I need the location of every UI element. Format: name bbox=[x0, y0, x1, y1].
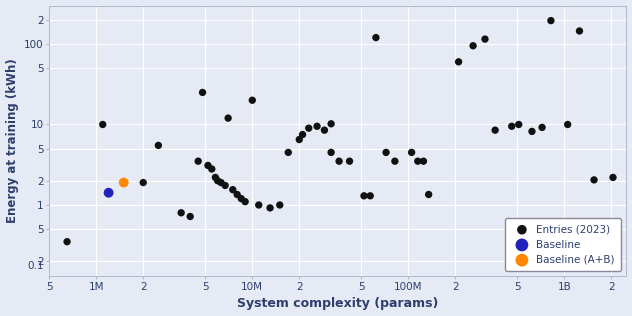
Entries (2023) bbox=[344, 159, 355, 164]
Entries (2023) bbox=[537, 125, 547, 130]
Entries (2023) bbox=[304, 126, 314, 131]
Entries (2023) bbox=[480, 37, 490, 42]
Entries (2023) bbox=[381, 150, 391, 155]
Entries (2023) bbox=[406, 150, 416, 155]
Y-axis label: Energy at training (kWh): Energy at training (kWh) bbox=[6, 58, 18, 223]
Legend: Entries (2023), Baseline, Baseline (A+B): Entries (2023), Baseline, Baseline (A+B) bbox=[505, 218, 621, 271]
Entries (2023) bbox=[574, 28, 585, 33]
Entries (2023) bbox=[527, 129, 537, 134]
Entries (2023) bbox=[334, 159, 344, 164]
Entries (2023) bbox=[454, 59, 464, 64]
Entries (2023) bbox=[365, 193, 375, 198]
Entries (2023) bbox=[138, 180, 149, 185]
Entries (2023) bbox=[198, 90, 208, 95]
Entries (2023) bbox=[193, 159, 204, 164]
Entries (2023) bbox=[359, 193, 369, 198]
Entries (2023) bbox=[468, 43, 478, 48]
Entries (2023) bbox=[589, 177, 599, 182]
Entries (2023) bbox=[312, 124, 322, 129]
Entries (2023) bbox=[371, 35, 381, 40]
Entries (2023) bbox=[236, 196, 246, 201]
Entries (2023) bbox=[546, 18, 556, 23]
Entries (2023) bbox=[176, 210, 186, 215]
Entries (2023) bbox=[240, 199, 250, 204]
Entries (2023) bbox=[98, 122, 108, 127]
Entries (2023) bbox=[514, 122, 524, 127]
Entries (2023) bbox=[418, 159, 428, 164]
Entries (2023) bbox=[562, 122, 573, 127]
X-axis label: System complexity (params): System complexity (params) bbox=[237, 297, 439, 310]
Entries (2023) bbox=[212, 178, 222, 183]
Entries (2023) bbox=[295, 137, 305, 142]
Entries (2023) bbox=[228, 187, 238, 192]
Entries (2023) bbox=[298, 132, 308, 137]
Entries (2023) bbox=[275, 203, 285, 208]
Entries (2023) bbox=[390, 159, 400, 164]
Entries (2023) bbox=[216, 180, 226, 185]
Entries (2023) bbox=[265, 205, 275, 210]
Entries (2023) bbox=[203, 163, 213, 168]
Entries (2023) bbox=[185, 214, 195, 219]
Entries (2023) bbox=[223, 116, 233, 121]
Entries (2023) bbox=[608, 175, 618, 180]
Entries (2023) bbox=[253, 203, 264, 208]
Entries (2023) bbox=[154, 143, 164, 148]
Entries (2023) bbox=[210, 175, 221, 180]
Entries (2023) bbox=[326, 150, 336, 155]
Entries (2023) bbox=[507, 124, 517, 129]
Entries (2023) bbox=[319, 128, 329, 133]
Baseline (A+B) bbox=[119, 180, 129, 185]
Entries (2023) bbox=[62, 239, 72, 244]
Entries (2023) bbox=[326, 121, 336, 126]
Entries (2023) bbox=[232, 192, 242, 197]
Entries (2023) bbox=[207, 167, 217, 172]
Text: 0.1: 0.1 bbox=[27, 261, 44, 271]
Entries (2023) bbox=[490, 128, 500, 133]
Baseline bbox=[104, 190, 114, 195]
Entries (2023) bbox=[423, 192, 434, 197]
Entries (2023) bbox=[247, 98, 257, 103]
Entries (2023) bbox=[283, 150, 293, 155]
Entries (2023) bbox=[220, 183, 230, 188]
Entries (2023) bbox=[413, 159, 423, 164]
